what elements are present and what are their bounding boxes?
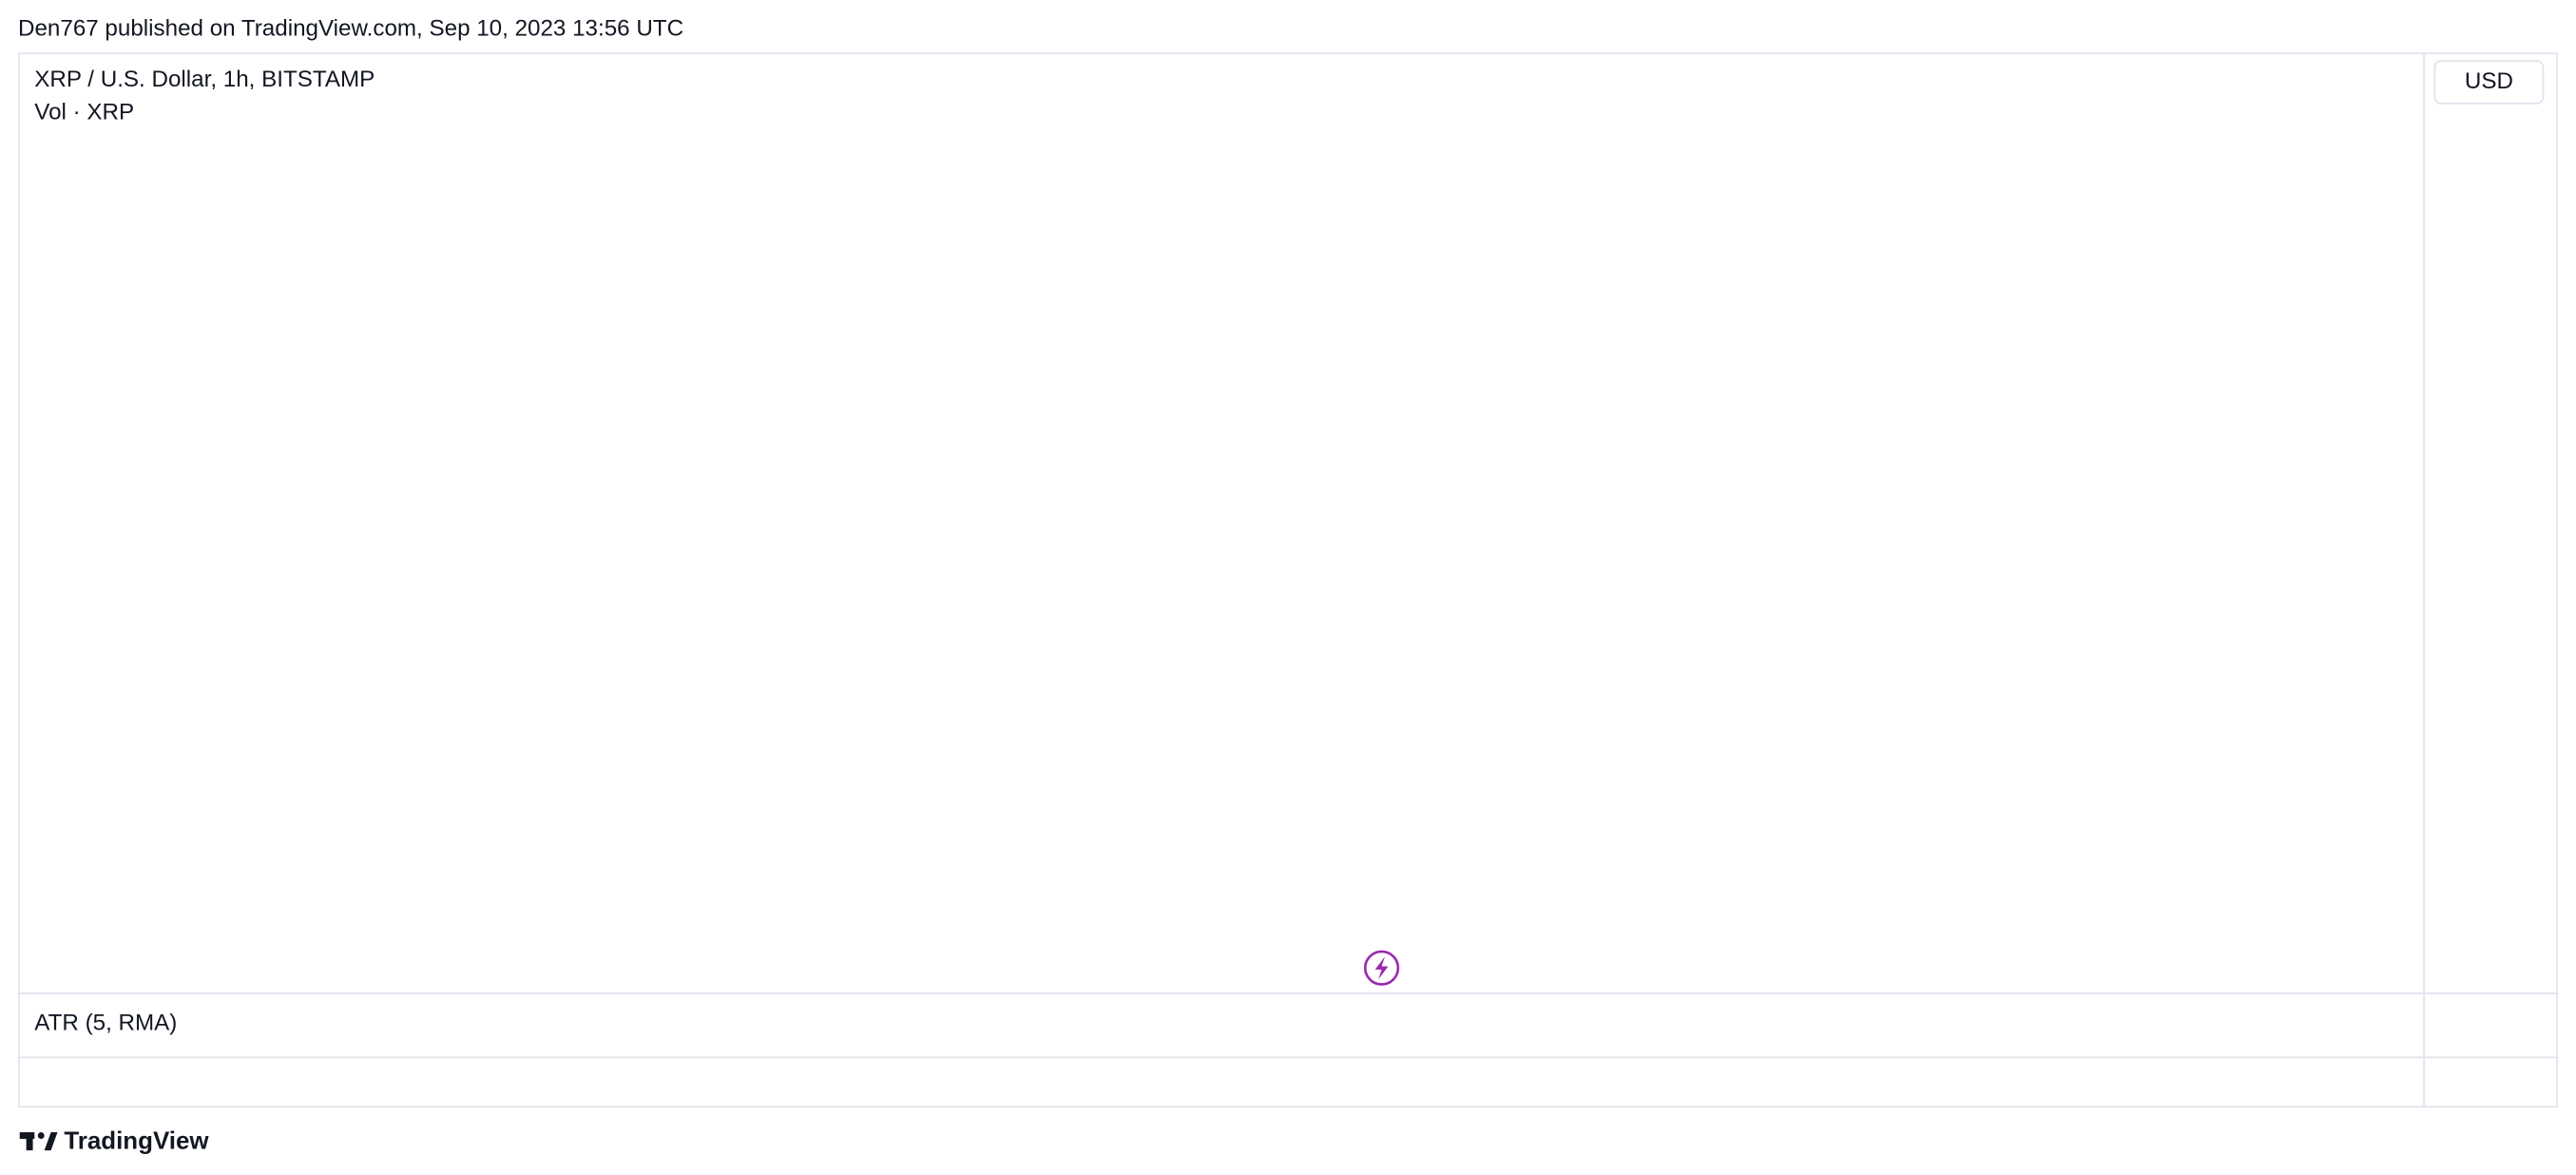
brand-logo: [19, 1132, 58, 1151]
alert-icon[interactable]: [1363, 950, 1400, 986]
currency-button[interactable]: [2433, 60, 2545, 105]
symbol-title: XRP / U.S. Dollar, 1h, BITSTAMP: [34, 67, 375, 92]
atr-name: ATR (5, RMA): [34, 1010, 177, 1035]
chart-frame: [18, 52, 2558, 1108]
logo-part: [44, 1132, 58, 1151]
publish-info: Den767 published on TradingView.com, Sep…: [18, 16, 683, 42]
alert-bolt[interactable]: [1375, 956, 1389, 980]
brand-name: TradingView: [64, 1127, 209, 1154]
logo-part: [37, 1132, 45, 1139]
logo-part: [26, 1132, 33, 1151]
currency-label[interactable]: USD: [2465, 68, 2513, 94]
volume-name: Vol · XRP: [34, 100, 134, 125]
